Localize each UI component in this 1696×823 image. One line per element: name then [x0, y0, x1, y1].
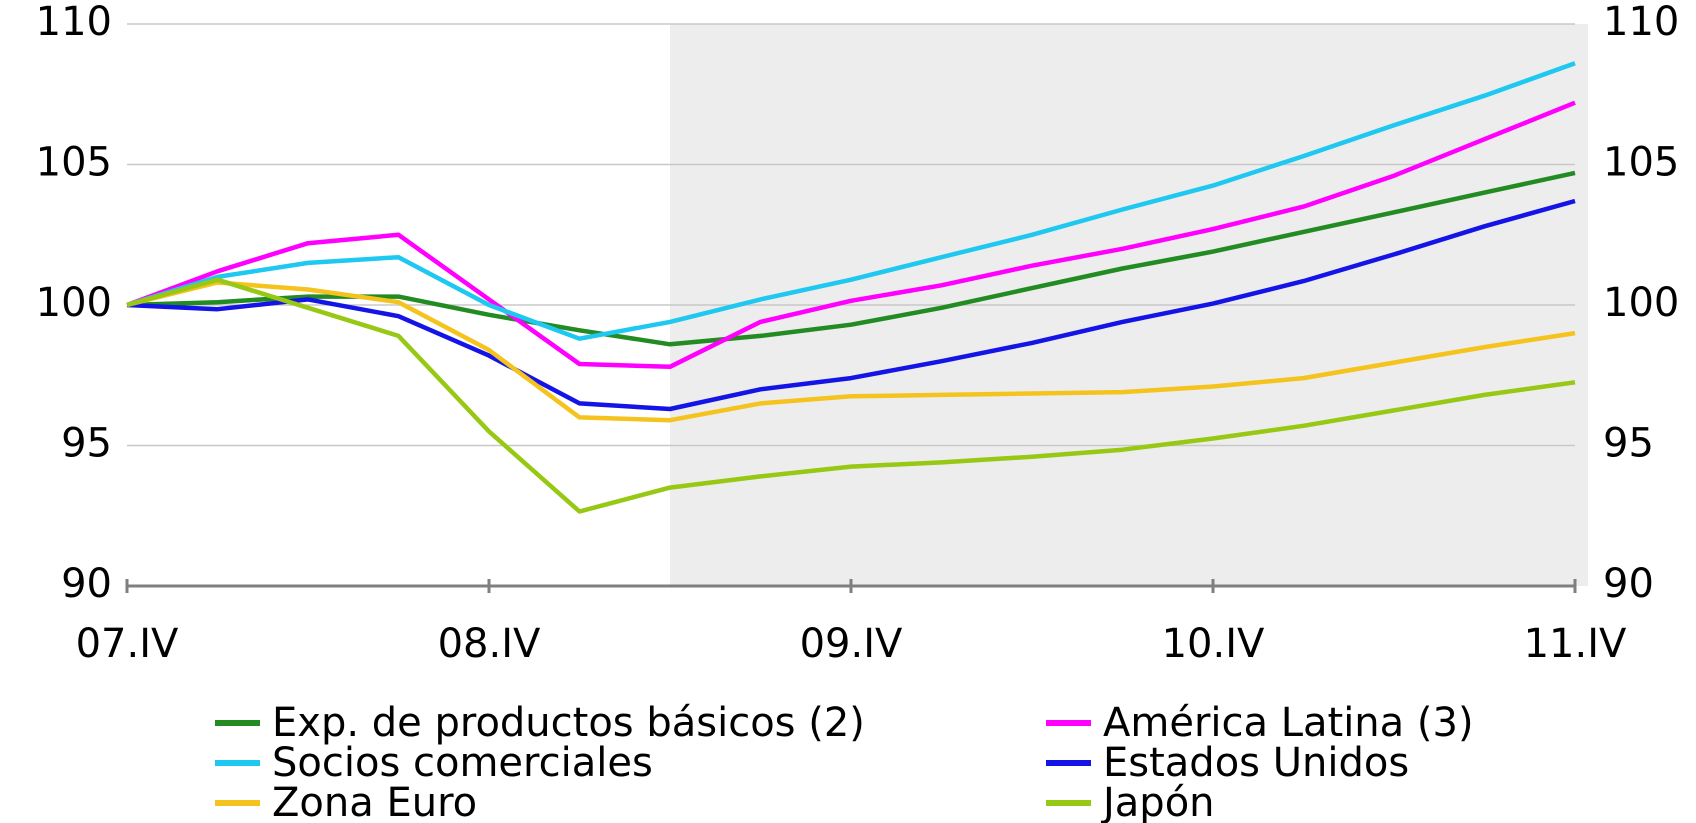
y2-tick-label: 95	[1603, 421, 1654, 467]
legend-label: Socios comerciales	[272, 740, 653, 786]
y-tick-label: 90	[61, 561, 112, 607]
legend-label: Japón	[1100, 780, 1215, 823]
series-line	[126, 277, 1576, 514]
legend-label: América Latina (3)	[1103, 700, 1474, 746]
series-line	[126, 61, 1576, 341]
legend-label: Exp. de productos básicos (2)	[272, 700, 865, 746]
y-tick-label: 105	[36, 140, 112, 186]
legend-label: Zona Euro	[272, 780, 477, 823]
series-line	[126, 198, 1576, 412]
y2-tick-label: 105	[1603, 140, 1679, 186]
series-line	[126, 100, 1576, 370]
x-tick-label: 08.IV	[438, 621, 541, 667]
x-tick-label: 07.IV	[76, 621, 179, 667]
x-tick-label: 09.IV	[800, 621, 903, 667]
x-tick-label: 10.IV	[1162, 621, 1265, 667]
x-tick-label: 11.IV	[1524, 621, 1627, 667]
series-line	[126, 280, 1576, 423]
y-tick-label: 95	[61, 421, 112, 467]
y2-tick-label: 100	[1603, 280, 1679, 326]
y2-tick-label: 110	[1603, 0, 1679, 45]
y2-tick-label: 90	[1603, 561, 1654, 607]
y-tick-label: 110	[36, 0, 112, 45]
y-tick-label: 100	[36, 280, 112, 326]
legend-label: Estados Unidos	[1103, 740, 1409, 786]
